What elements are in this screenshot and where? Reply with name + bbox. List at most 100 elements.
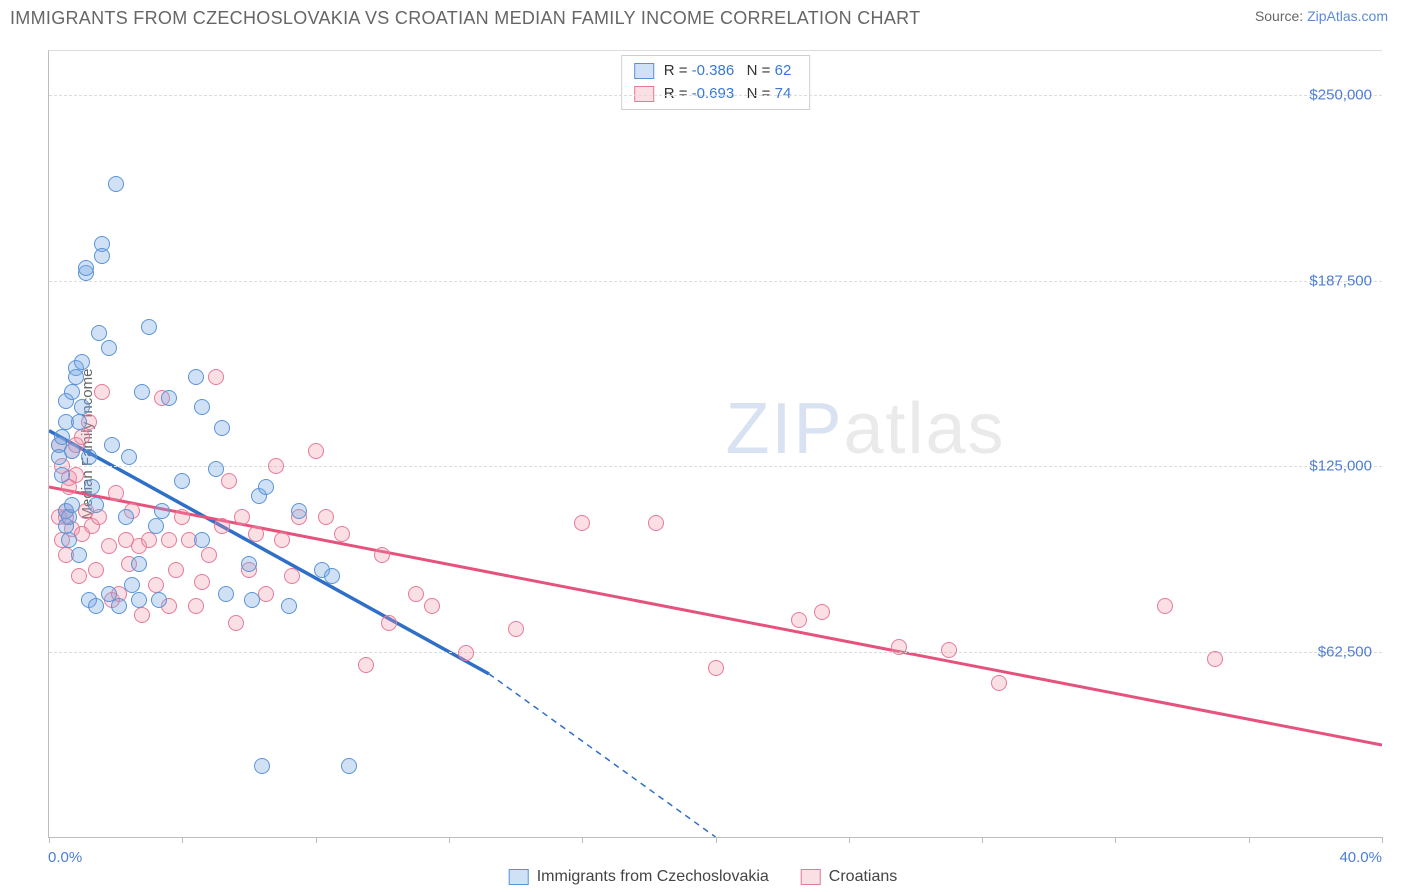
y-tick-label: $187,500 xyxy=(1309,272,1372,289)
x-tick xyxy=(716,837,717,843)
point-croatians xyxy=(274,532,290,548)
point-croatians xyxy=(141,532,157,548)
gridline xyxy=(49,281,1382,282)
point-czech xyxy=(214,420,230,436)
point-czech xyxy=(68,369,84,385)
point-croatians xyxy=(424,598,440,614)
point-czech xyxy=(148,518,164,534)
watermark: ZIPatlas xyxy=(725,388,1005,470)
point-czech xyxy=(64,384,80,400)
legend-series: Immigrants from Czechoslovakia Croatians xyxy=(509,868,898,886)
x-tick xyxy=(582,837,583,843)
point-czech xyxy=(71,414,87,430)
legend-stat-row: R = -0.693 N = 74 xyxy=(634,83,792,106)
point-czech xyxy=(118,509,134,525)
legend-swatch xyxy=(509,869,529,885)
point-croatians xyxy=(101,538,117,554)
legend-stat-text: R = -0.386 N = 62 xyxy=(664,60,792,83)
point-croatians xyxy=(708,660,724,676)
point-czech xyxy=(124,577,140,593)
point-czech xyxy=(254,758,270,774)
point-czech xyxy=(218,586,234,602)
x-tick xyxy=(49,837,50,843)
point-czech xyxy=(241,556,257,572)
point-croatians xyxy=(221,473,237,489)
point-czech xyxy=(54,467,70,483)
point-czech xyxy=(341,758,357,774)
legend-series-item: Croatians xyxy=(801,868,897,886)
x-tick xyxy=(316,837,317,843)
legend-swatch xyxy=(801,869,821,885)
legend-stats: R = -0.386 N = 62R = -0.693 N = 74 xyxy=(621,55,811,110)
x-tick xyxy=(449,837,450,843)
point-czech xyxy=(108,176,124,192)
point-czech xyxy=(194,399,210,415)
source-link[interactable]: ZipAtlas.com xyxy=(1307,8,1388,24)
point-czech xyxy=(121,449,137,465)
point-croatians xyxy=(508,621,524,637)
point-czech xyxy=(74,399,90,415)
point-croatians xyxy=(358,657,374,673)
point-czech xyxy=(281,598,297,614)
point-czech xyxy=(64,497,80,513)
point-croatians xyxy=(458,645,474,661)
chart-title: IMMIGRANTS FROM CZECHOSLOVAKIA VS CROATI… xyxy=(10,8,920,29)
legend-series-label: Immigrants from Czechoslovakia xyxy=(537,868,769,886)
point-croatians xyxy=(991,675,1007,691)
gridline xyxy=(49,652,1382,653)
point-czech xyxy=(208,461,224,477)
point-czech xyxy=(194,532,210,548)
point-croatians xyxy=(284,568,300,584)
point-croatians xyxy=(248,526,264,542)
x-tick xyxy=(982,837,983,843)
point-czech xyxy=(188,369,204,385)
point-croatians xyxy=(161,532,177,548)
point-czech xyxy=(61,532,77,548)
point-czech xyxy=(174,473,190,489)
x-axis-min-label: 0.0% xyxy=(48,849,82,866)
point-croatians xyxy=(791,612,807,628)
plot-area: ZIPatlas R = -0.386 N = 62R = -0.693 N =… xyxy=(48,50,1382,838)
point-croatians xyxy=(648,515,664,531)
point-czech xyxy=(131,592,147,608)
point-croatians xyxy=(1157,598,1173,614)
point-croatians xyxy=(74,429,90,445)
point-croatians xyxy=(374,547,390,563)
point-croatians xyxy=(574,515,590,531)
point-czech xyxy=(104,437,120,453)
gridline xyxy=(49,95,1382,96)
x-tick xyxy=(1382,837,1383,843)
y-tick-label: $125,000 xyxy=(1309,458,1372,475)
point-croatians xyxy=(134,607,150,623)
legend-series-label: Croatians xyxy=(829,868,897,886)
point-croatians xyxy=(194,574,210,590)
point-czech xyxy=(151,592,167,608)
point-croatians xyxy=(71,568,87,584)
point-croatians xyxy=(88,562,104,578)
legend-swatch xyxy=(634,63,654,79)
point-czech xyxy=(94,248,110,264)
point-czech xyxy=(88,497,104,513)
point-croatians xyxy=(381,615,397,631)
source-prefix: Source: xyxy=(1255,8,1307,24)
point-croatians xyxy=(318,509,334,525)
point-czech xyxy=(154,503,170,519)
point-croatians xyxy=(814,604,830,620)
x-tick xyxy=(849,837,850,843)
point-croatians xyxy=(148,577,164,593)
point-croatians xyxy=(228,615,244,631)
legend-series-item: Immigrants from Czechoslovakia xyxy=(509,868,769,886)
point-croatians xyxy=(334,526,350,542)
point-croatians xyxy=(308,443,324,459)
point-croatians xyxy=(234,509,250,525)
point-czech xyxy=(78,260,94,276)
point-czech xyxy=(71,547,87,563)
watermark-atlas: atlas xyxy=(843,389,1005,469)
point-croatians xyxy=(941,642,957,658)
point-croatians xyxy=(174,509,190,525)
point-czech xyxy=(161,390,177,406)
point-czech xyxy=(291,503,307,519)
point-czech xyxy=(88,598,104,614)
point-croatians xyxy=(408,586,424,602)
point-czech xyxy=(81,449,97,465)
